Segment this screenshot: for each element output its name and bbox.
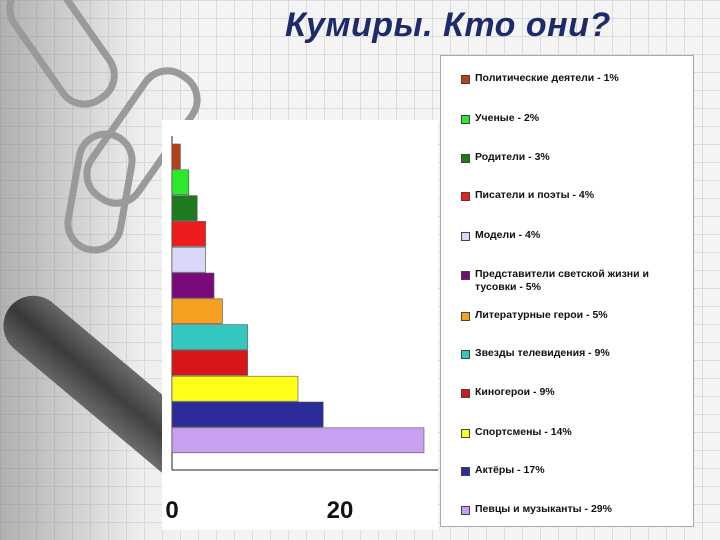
legend-swatch xyxy=(461,312,470,321)
legend-item: Звезды телевидения - 9% xyxy=(461,347,687,360)
legend-item: Актёры - 17% xyxy=(461,464,687,477)
legend-swatch xyxy=(461,271,470,280)
legend-item: Родители - 3% xyxy=(461,151,687,164)
bar xyxy=(171,169,190,196)
chart-legend: Политические деятели - 1% Ученые - 2% Роди… xyxy=(440,55,694,527)
legend-swatch xyxy=(461,115,470,124)
legend-label: Родители - 3% xyxy=(475,151,550,163)
legend-label: Актёры - 17% xyxy=(475,464,545,476)
bar-chart: 0 20 xyxy=(165,136,438,524)
bar xyxy=(171,221,206,247)
bar xyxy=(171,324,248,350)
legend-label: Политические деятели - 1% xyxy=(475,72,619,84)
legend-item: Киногерои - 9% xyxy=(461,386,687,399)
legend-item: Писатели и поэты - 4% xyxy=(461,189,687,202)
legend-item: Ученые - 2% xyxy=(461,112,687,125)
bar xyxy=(171,272,215,299)
legend-label: Литературные герои - 5% xyxy=(475,309,608,321)
legend-label: Представители светской жизни и тусовки -… xyxy=(475,268,649,293)
legend-item: Литературные герои - 5% xyxy=(461,309,687,322)
legend-swatch xyxy=(461,506,470,515)
bar xyxy=(171,246,206,273)
legend-swatch xyxy=(461,350,470,359)
legend-swatch xyxy=(461,192,470,201)
legend-label: Киногерои - 9% xyxy=(475,386,555,398)
bar xyxy=(171,195,198,221)
legend-item: Спортсмены - 14% xyxy=(461,426,687,439)
chart-panel: 0 20 xyxy=(162,120,438,530)
legend-swatch xyxy=(461,389,470,398)
legend-label: Писатели и поэты - 4% xyxy=(475,189,595,201)
legend-swatch xyxy=(461,154,470,163)
legend-item: Политические деятели - 1% xyxy=(461,72,687,85)
legend-label: Модели - 4% xyxy=(475,229,541,241)
bar xyxy=(171,350,248,376)
legend-label: Звезды телевидения - 9% xyxy=(475,347,610,359)
legend-item: Представители светской жизни и тусовки -… xyxy=(461,268,687,294)
x-tick-label: 0 xyxy=(165,497,178,524)
legend-swatch xyxy=(461,467,470,476)
legend-item: Певцы и музыканты - 29% xyxy=(461,503,687,516)
legend-label: Певцы и музыканты - 29% xyxy=(475,503,612,515)
bar xyxy=(171,298,223,325)
legend-item: Модели - 4% xyxy=(461,229,687,242)
legend-label: Ученые - 2% xyxy=(475,112,540,124)
legend-swatch xyxy=(461,429,470,438)
slide-title: Кумиры. Кто они? xyxy=(285,6,611,44)
legend-swatch xyxy=(461,75,470,84)
legend-swatch xyxy=(461,232,470,241)
bar xyxy=(171,375,299,402)
legend-label: Спортсмены - 14% xyxy=(475,426,572,438)
bar xyxy=(171,143,181,170)
bar xyxy=(171,401,324,428)
x-tick-label: 20 xyxy=(327,497,354,524)
bar xyxy=(171,427,425,454)
